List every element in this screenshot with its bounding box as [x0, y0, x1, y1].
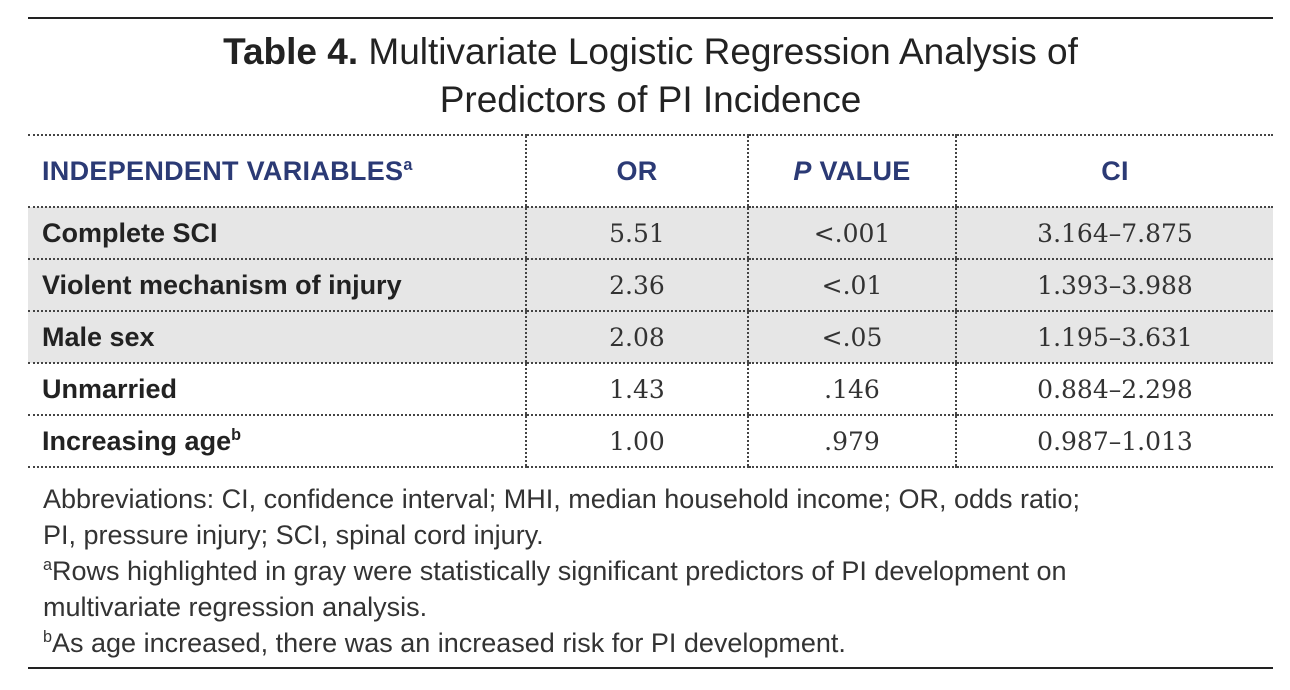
cell-ci: 1.195–3.631: [955, 310, 1273, 364]
table-row: Unmarried 1.43 .146 0.884–2.298: [28, 362, 1273, 416]
footnote-b-marker: b: [43, 628, 53, 646]
abbreviations-line-1: Abbreviations: CI, confidence interval; …: [43, 484, 1081, 514]
table-title: Table 4. Multivariate Logistic Regressio…: [28, 28, 1273, 124]
cell-or: 2.08: [525, 310, 748, 364]
cell-variable: Increasing ageb: [28, 414, 526, 468]
footnote-b-text: As age increased, there was an increased…: [52, 628, 846, 658]
table-row: Male sex 2.08 <.05 1.195–3.631: [28, 310, 1273, 364]
variable-text: Increasing age: [42, 425, 232, 456]
header-or: OR: [525, 134, 748, 208]
table-header-row: INDEPENDENT VARIABLESa OR P VALUE CI: [28, 134, 1273, 208]
variable-text: Violent mechanism of injury: [42, 269, 402, 300]
cell-p-value: <.001: [747, 206, 956, 260]
header-p-italic: P: [793, 155, 812, 186]
table-row: Increasing ageb 1.00 .979 0.987–1.013: [28, 414, 1273, 468]
table-row: Violent mechanism of injury 2.36 <.01 1.…: [28, 258, 1273, 312]
cell-variable: Complete SCI: [28, 206, 526, 260]
abbreviations-note: Abbreviations: CI, confidence interval; …: [43, 481, 1263, 553]
table-footnotes: Abbreviations: CI, confidence interval; …: [43, 481, 1263, 661]
header-ci: CI: [955, 134, 1273, 208]
cell-variable: Unmarried: [28, 362, 526, 416]
bottom-rule: [28, 667, 1273, 669]
header-variable-sup: a: [403, 155, 413, 174]
footnote-a-line-1: aRows highlighted in gray were statistic…: [43, 553, 1263, 589]
cell-or: 1.43: [525, 362, 748, 416]
footnote-a: aRows highlighted in gray were statistic…: [43, 553, 1263, 625]
table-body: Complete SCI 5.51 <.001 3.164–7.875 Viol…: [28, 206, 1273, 468]
header-variable-text: INDEPENDENT VARIABLES: [42, 155, 404, 186]
footnote-b: bAs age increased, there was an increase…: [43, 625, 1263, 661]
cell-p-value: .979: [747, 414, 956, 468]
cell-p-value: <.05: [747, 310, 956, 364]
cell-ci: 0.884–2.298: [955, 362, 1273, 416]
cell-or: 5.51: [525, 206, 748, 260]
regression-table: INDEPENDENT VARIABLESa OR P VALUE CI Com…: [28, 134, 1273, 468]
header-independent-variables: INDEPENDENT VARIABLESa: [28, 134, 526, 208]
abbreviations-line-2: PI, pressure injury; SCI, spinal cord in…: [43, 520, 544, 550]
footnote-a-line-2: multivariate regression analysis.: [43, 592, 428, 622]
top-rule: [28, 17, 1273, 19]
cell-variable: Male sex: [28, 310, 526, 364]
title-text-1: Multivariate Logistic Regression Analysi…: [368, 31, 1078, 72]
cell-ci: 3.164–7.875: [955, 206, 1273, 260]
cell-ci: 1.393–3.988: [955, 258, 1273, 312]
header-p-value: P VALUE: [747, 134, 956, 208]
title-line-2: Predictors of PI Incidence: [439, 79, 862, 120]
table-row: Complete SCI 5.51 <.001 3.164–7.875: [28, 206, 1273, 260]
variable-sup: b: [231, 425, 241, 444]
footnote-a-marker: a: [43, 556, 53, 574]
regression-table-container: INDEPENDENT VARIABLESa OR P VALUE CI Com…: [28, 134, 1273, 468]
variable-text: Unmarried: [42, 373, 178, 404]
cell-p-value: <.01: [747, 258, 956, 312]
cell-or: 2.36: [525, 258, 748, 312]
table-label: Table 4.: [223, 31, 359, 72]
cell-variable: Violent mechanism of injury: [28, 258, 526, 312]
title-line-1: Table 4. Multivariate Logistic Regressio…: [28, 28, 1273, 76]
cell-p-value: .146: [747, 362, 956, 416]
cell-ci: 0.987–1.013: [955, 414, 1273, 468]
variable-text: Complete SCI: [42, 217, 218, 248]
footnote-a-text-1: Rows highlighted in gray were statistica…: [52, 556, 1067, 586]
header-p-rest: VALUE: [819, 155, 911, 186]
variable-text: Male sex: [42, 321, 155, 352]
cell-or: 1.00: [525, 414, 748, 468]
